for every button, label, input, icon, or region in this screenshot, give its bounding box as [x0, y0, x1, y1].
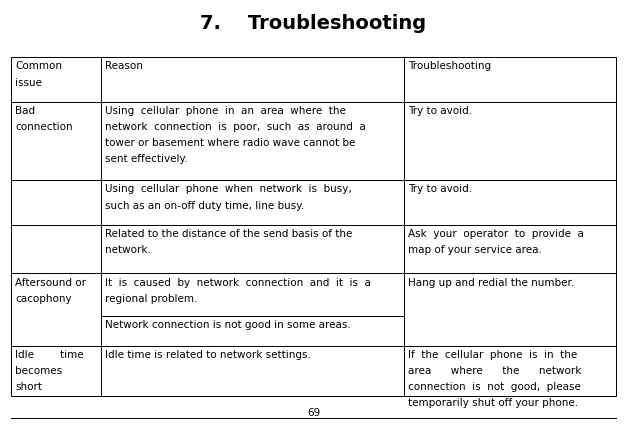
Text: tower or basement where radio wave cannot be: tower or basement where radio wave canno…: [105, 138, 355, 148]
Text: Troubleshooting: Troubleshooting: [408, 61, 491, 72]
Text: such as an on-off duty time, line busy.: such as an on-off duty time, line busy.: [105, 201, 303, 211]
Text: map of your service area.: map of your service area.: [408, 245, 542, 255]
Text: short: short: [15, 382, 42, 392]
Text: Common: Common: [15, 61, 62, 72]
Text: Network connection is not good in some areas.: Network connection is not good in some a…: [105, 320, 350, 330]
Text: cacophony: cacophony: [15, 294, 71, 304]
Text: Related to the distance of the send basis of the: Related to the distance of the send basi…: [105, 229, 352, 239]
Text: It  is  caused  by  network  connection  and  it  is  a: It is caused by network connection and i…: [105, 278, 371, 288]
Text: Idle        time: Idle time: [15, 350, 83, 360]
Text: Try to avoid.: Try to avoid.: [408, 184, 472, 195]
Text: becomes: becomes: [15, 366, 62, 376]
Text: Using  cellular  phone  when  network  is  busy,: Using cellular phone when network is bus…: [105, 184, 351, 195]
Text: Try to avoid.: Try to avoid.: [408, 106, 472, 116]
Text: Hang up and redial the number.: Hang up and redial the number.: [408, 278, 574, 288]
Text: Ask  your  operator  to  provide  a: Ask your operator to provide a: [408, 229, 584, 239]
Text: issue: issue: [15, 78, 42, 88]
Text: Aftersound or: Aftersound or: [15, 278, 86, 288]
Text: connection  is  not  good,  please: connection is not good, please: [408, 382, 581, 392]
Text: Idle time is related to network settings.: Idle time is related to network settings…: [105, 350, 310, 360]
Bar: [11, 57, 616, 396]
Text: sent effectively.: sent effectively.: [105, 154, 187, 165]
Text: network  connection  is  poor,  such  as  around  a: network connection is poor, such as arou…: [105, 122, 366, 132]
Text: regional problem.: regional problem.: [105, 294, 197, 304]
Text: temporarily shut off your phone.: temporarily shut off your phone.: [408, 398, 578, 408]
Text: Reason: Reason: [105, 61, 142, 72]
Text: 69: 69: [307, 408, 320, 418]
Text: area      where      the      network: area where the network: [408, 366, 581, 376]
Text: connection: connection: [15, 122, 73, 132]
Text: Bad: Bad: [15, 106, 35, 116]
Text: Using  cellular  phone  in  an  area  where  the: Using cellular phone in an area where th…: [105, 106, 345, 116]
Text: 7.    Troubleshooting: 7. Troubleshooting: [201, 14, 426, 33]
Text: network.: network.: [105, 245, 150, 255]
Text: If  the  cellular  phone  is  in  the: If the cellular phone is in the: [408, 350, 577, 360]
